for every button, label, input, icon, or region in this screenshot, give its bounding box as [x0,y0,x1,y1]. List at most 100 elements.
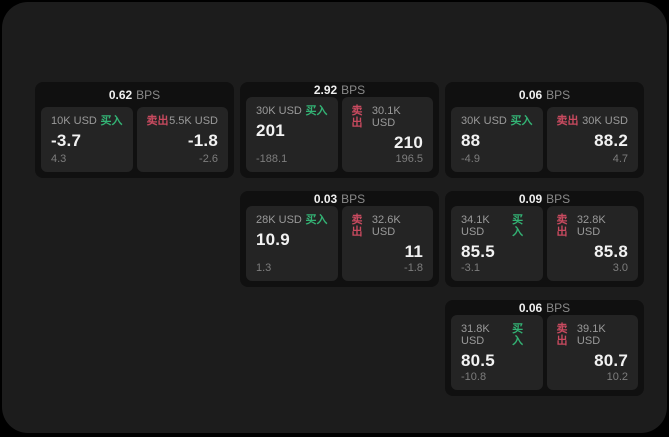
bps-unit-label: BPS [546,300,571,315]
buy-price: 10.9 [256,230,290,249]
buy-panel[interactable]: 34.1K USD 买入 85.5 -3.1 [451,206,543,281]
sell-panel[interactable]: 卖出 32.8K USD 85.8 3.0 [546,206,638,281]
quote-card: 0.09 BPS 34.1K USD 买入 85.5 -3.1 卖出 32.8K… [445,191,644,287]
sell-size: 39.1K USD [576,323,606,347]
sell-tag[interactable]: 卖出 [146,115,169,127]
buy-sub-value: -10.8 [461,371,487,383]
buy-panel[interactable]: 10K USD 买入 -3.7 4.3 [41,107,133,172]
sell-panel[interactable]: 卖出 32.6K USD 11 -1.8 [341,206,433,281]
sell-tag[interactable]: 卖出 [556,214,568,238]
sell-sub-value: 4.7 [612,153,628,165]
sell-panel-top: 卖出 5.5K USD [147,115,219,127]
bps-value: 0.03 [313,191,338,206]
buy-panel-top: 10K USD 买入 [51,115,123,127]
quote-panels: 10K USD 买入 -3.7 4.3 卖出 5.5K USD -1.8 -2.… [35,107,234,178]
buy-panel[interactable]: 30K USD 买入 201 -188.1 [246,97,338,172]
quote-card: 0.03 BPS 28K USD 买入 10.9 1.3 卖出 32.6K US… [240,191,439,287]
sell-panel[interactable]: 卖出 39.1K USD 80.7 10.2 [546,315,638,390]
bps-header: 0.06 BPS [445,300,644,315]
sell-panel[interactable]: 卖出 30.1K USD 210 196.5 [341,97,433,172]
bps-value: 0.09 [518,191,543,206]
quote-panels: 30K USD 买入 88 -4.9 卖出 30K USD 88.2 4.7 [445,107,644,178]
sell-panel[interactable]: 卖出 30K USD 88.2 4.7 [546,107,638,172]
buy-sub-value: 1.3 [256,262,272,274]
bps-header: 2.92 BPS [240,82,439,97]
sell-price: 85.8 [594,242,628,261]
sell-price: 11 [404,242,423,261]
sell-tag[interactable]: 卖出 [351,214,363,238]
sell-price: 88.2 [594,131,628,150]
quote-grid: 0.62 BPS 10K USD 买入 -3.7 4.3 卖出 5.5K USD [35,82,644,396]
bps-unit-label: BPS [546,87,571,102]
quote-panels: 30K USD 买入 201 -188.1 卖出 30.1K USD 210 1… [240,97,439,178]
bps-header: 0.06 BPS [445,82,644,107]
buy-panel-top: 34.1K USD 买入 [461,214,533,238]
sell-tag[interactable]: 卖出 [351,105,363,129]
bps-unit-label: BPS [136,87,161,102]
buy-sub-value: 4.3 [51,153,67,165]
bps-value: 0.62 [108,87,133,102]
sell-sub-value: -1.8 [404,262,423,274]
buy-size: 30K USD [256,105,302,117]
sell-sub-value: 3.0 [612,262,628,274]
bps-value: 2.92 [313,82,338,97]
bps-unit-label: BPS [546,191,571,206]
buy-price: 85.5 [461,242,495,261]
sell-panel-top: 卖出 32.6K USD [352,214,424,238]
bps-header: 0.09 BPS [445,191,644,206]
quote-panels: 31.8K USD 买入 80.5 -10.8 卖出 39.1K USD 80.… [445,315,644,396]
buy-tag[interactable]: 买入 [510,115,533,127]
quote-panels: 28K USD 买入 10.9 1.3 卖出 32.6K USD 11 -1.8 [240,206,439,287]
sell-panel-top: 卖出 39.1K USD [557,323,629,347]
buy-tag[interactable]: 买入 [100,115,123,127]
buy-sub-value: -188.1 [256,153,288,165]
buy-panel[interactable]: 30K USD 买入 88 -4.9 [451,107,543,172]
sell-panel-top: 卖出 30K USD [557,115,629,127]
buy-panel-top: 31.8K USD 买入 [461,323,533,347]
buy-size: 30K USD [461,115,507,127]
buy-sub-value: -4.9 [461,153,480,165]
quote-card: 0.06 BPS 30K USD 买入 88 -4.9 卖出 30K USD [445,82,644,178]
buy-tag[interactable]: 买入 [512,323,524,347]
buy-panel-top: 28K USD 买入 [256,214,328,226]
quote-card: 0.62 BPS 10K USD 买入 -3.7 4.3 卖出 5.5K USD [35,82,234,178]
buy-panel-top: 30K USD 买入 [256,105,328,117]
sell-price: 80.7 [594,351,628,370]
buy-price: 80.5 [461,351,495,370]
sell-sub-value: -2.6 [199,153,218,165]
bps-value: 0.06 [518,300,543,315]
sell-size: 32.6K USD [371,214,401,238]
buy-size: 28K USD [256,214,302,226]
buy-size: 31.8K USD [461,323,490,347]
buy-tag[interactable]: 买入 [305,214,328,226]
quote-panels: 34.1K USD 买入 85.5 -3.1 卖出 32.8K USD 85.8… [445,206,644,287]
sell-tag[interactable]: 卖出 [556,115,579,127]
buy-panel[interactable]: 28K USD 买入 10.9 1.3 [246,206,338,281]
sell-size: 30.1K USD [371,105,401,129]
quote-card: 2.92 BPS 30K USD 买入 201 -188.1 卖出 30.1K … [240,82,439,178]
sell-size: 30K USD [582,115,628,127]
buy-sub-value: -3.1 [461,262,480,274]
sell-sub-value: 196.5 [395,153,423,165]
sell-size: 5.5K USD [169,115,218,127]
buy-panel[interactable]: 31.8K USD 买入 80.5 -10.8 [451,315,543,390]
buy-price: -3.7 [51,131,82,150]
buy-size: 34.1K USD [461,214,490,238]
bps-value: 0.06 [518,87,543,102]
buy-tag[interactable]: 买入 [305,105,328,117]
bps-unit-label: BPS [341,191,366,206]
buy-tag[interactable]: 买入 [512,214,524,238]
sell-panel[interactable]: 卖出 5.5K USD -1.8 -2.6 [136,107,228,172]
sell-tag[interactable]: 卖出 [556,323,568,347]
quote-card: 0.06 BPS 31.8K USD 买入 80.5 -10.8 卖出 39.1… [445,300,644,396]
sell-panel-top: 卖出 32.8K USD [557,214,629,238]
sell-price: -1.8 [187,131,218,150]
buy-price: 201 [256,121,285,140]
sell-panel-top: 卖出 30.1K USD [352,105,424,129]
sell-sub-value: 10.2 [606,371,628,383]
bps-header: 0.62 BPS [35,82,234,107]
sell-price: 210 [394,133,423,152]
bps-header: 0.03 BPS [240,191,439,206]
sell-size: 32.8K USD [576,214,606,238]
